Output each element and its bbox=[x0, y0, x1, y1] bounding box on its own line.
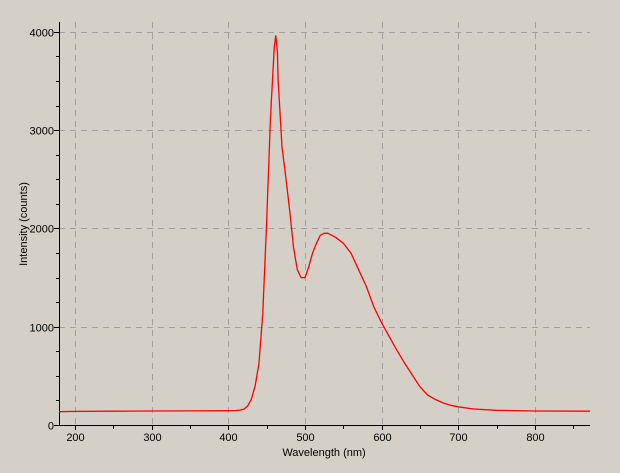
x-tick-label: 700 bbox=[449, 432, 467, 444]
y-tick-label: 4000 bbox=[30, 28, 54, 40]
ticks: 200 300 400 500 600 700 800 0 1000 2000 3000 4000 bbox=[30, 28, 574, 444]
x-axis-label: Wavelength (nm) bbox=[282, 447, 365, 459]
axes bbox=[59, 22, 590, 426]
x-tick-label: 400 bbox=[219, 432, 237, 444]
series-line bbox=[58, 35, 591, 413]
x-tick-label: 500 bbox=[296, 432, 314, 444]
x-tick-label: 600 bbox=[373, 432, 391, 444]
grid bbox=[59, 22, 590, 425]
x-tick-label: 200 bbox=[66, 432, 84, 444]
y-tick-label: 2000 bbox=[30, 224, 54, 236]
x-tick-label: 800 bbox=[526, 432, 544, 444]
x-tick-label: 300 bbox=[143, 432, 161, 444]
y-tick-label: 3000 bbox=[30, 126, 54, 138]
series bbox=[58, 35, 591, 413]
y-axis-label: Intensity (counts) bbox=[18, 182, 30, 266]
y-tick-label: 0 bbox=[48, 421, 54, 433]
y-tick-label: 1000 bbox=[30, 323, 54, 335]
